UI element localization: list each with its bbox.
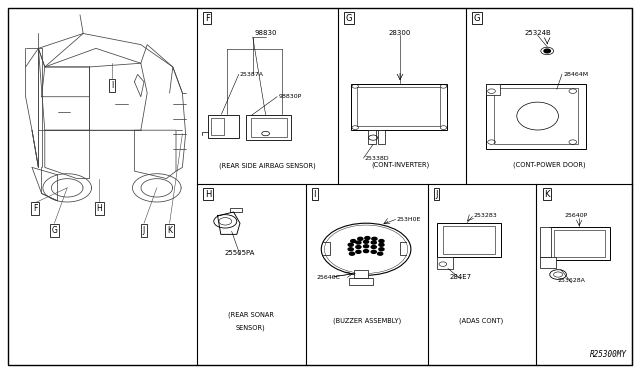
Circle shape <box>364 240 369 243</box>
Text: I: I <box>111 81 113 90</box>
Text: J: J <box>143 226 145 235</box>
Bar <box>246 115 291 140</box>
Bar <box>351 84 447 130</box>
Text: R25300MY: R25300MY <box>590 350 627 359</box>
Circle shape <box>351 240 356 243</box>
Bar <box>486 84 586 149</box>
Circle shape <box>358 237 363 240</box>
Bar <box>443 226 495 254</box>
Text: G: G <box>474 14 480 23</box>
Text: 284E7: 284E7 <box>450 274 472 280</box>
Text: I: I <box>314 190 316 199</box>
Text: (CONT-POWER DOOR): (CONT-POWER DOOR) <box>513 161 586 168</box>
Text: (REAR SONAR: (REAR SONAR <box>228 311 274 318</box>
Text: 28300: 28300 <box>389 31 411 36</box>
Text: 25640C: 25640C <box>317 275 341 280</box>
Bar <box>349 278 373 285</box>
Circle shape <box>371 250 376 253</box>
Circle shape <box>371 246 376 248</box>
Text: H: H <box>205 190 211 199</box>
Text: 25387A: 25387A <box>240 72 264 77</box>
Bar <box>230 208 242 212</box>
Text: 25338D: 25338D <box>365 155 389 161</box>
Circle shape <box>356 246 361 248</box>
Bar <box>211 118 224 135</box>
Circle shape <box>356 241 361 244</box>
Bar <box>368 130 376 144</box>
Text: (REAR SIDE AIRBAG SENSOR): (REAR SIDE AIRBAG SENSOR) <box>219 162 316 169</box>
Bar <box>549 227 610 260</box>
Bar <box>208 115 239 138</box>
Text: G: G <box>346 14 352 23</box>
Text: (ADAS CONT): (ADAS CONT) <box>459 317 504 324</box>
Text: 253628A: 253628A <box>557 278 586 283</box>
Text: J: J <box>435 190 438 199</box>
Text: K: K <box>167 226 172 235</box>
Ellipse shape <box>517 102 558 130</box>
Bar <box>378 130 385 144</box>
Bar <box>554 230 605 257</box>
Text: 98830P: 98830P <box>278 94 301 99</box>
Bar <box>486 84 500 95</box>
Circle shape <box>379 243 384 246</box>
Text: 98830: 98830 <box>254 31 277 36</box>
Text: 28464M: 28464M <box>563 72 588 77</box>
Text: (CONT-INVERTER): (CONT-INVERTER) <box>371 161 429 168</box>
Text: 253283: 253283 <box>474 213 497 218</box>
Circle shape <box>544 49 550 53</box>
Circle shape <box>348 243 353 246</box>
Text: H: H <box>97 204 102 213</box>
Bar <box>540 257 556 268</box>
Text: F: F <box>33 204 37 213</box>
Circle shape <box>379 240 384 243</box>
Bar <box>357 87 440 126</box>
Bar <box>494 88 578 144</box>
Circle shape <box>348 248 353 251</box>
Circle shape <box>356 250 361 253</box>
Circle shape <box>379 248 384 251</box>
Circle shape <box>371 241 376 244</box>
Text: G: G <box>51 226 58 235</box>
Circle shape <box>372 237 377 240</box>
Text: 25505PA: 25505PA <box>225 250 255 256</box>
Text: 25324B: 25324B <box>524 31 551 36</box>
Text: 25640P: 25640P <box>564 213 588 218</box>
Circle shape <box>378 252 383 255</box>
Text: K: K <box>544 190 550 199</box>
Bar <box>437 223 501 257</box>
Bar <box>540 227 551 257</box>
Bar <box>437 257 453 269</box>
Circle shape <box>365 237 370 240</box>
Text: SENSOR): SENSOR) <box>236 325 266 331</box>
Text: 253H0E: 253H0E <box>397 217 421 222</box>
Text: F: F <box>205 14 210 23</box>
Bar <box>251 118 287 137</box>
Circle shape <box>364 250 369 253</box>
Bar <box>354 270 368 278</box>
Text: (BUZZER ASSEMBLY): (BUZZER ASSEMBLY) <box>333 317 401 324</box>
Circle shape <box>364 245 369 248</box>
Circle shape <box>349 252 355 255</box>
